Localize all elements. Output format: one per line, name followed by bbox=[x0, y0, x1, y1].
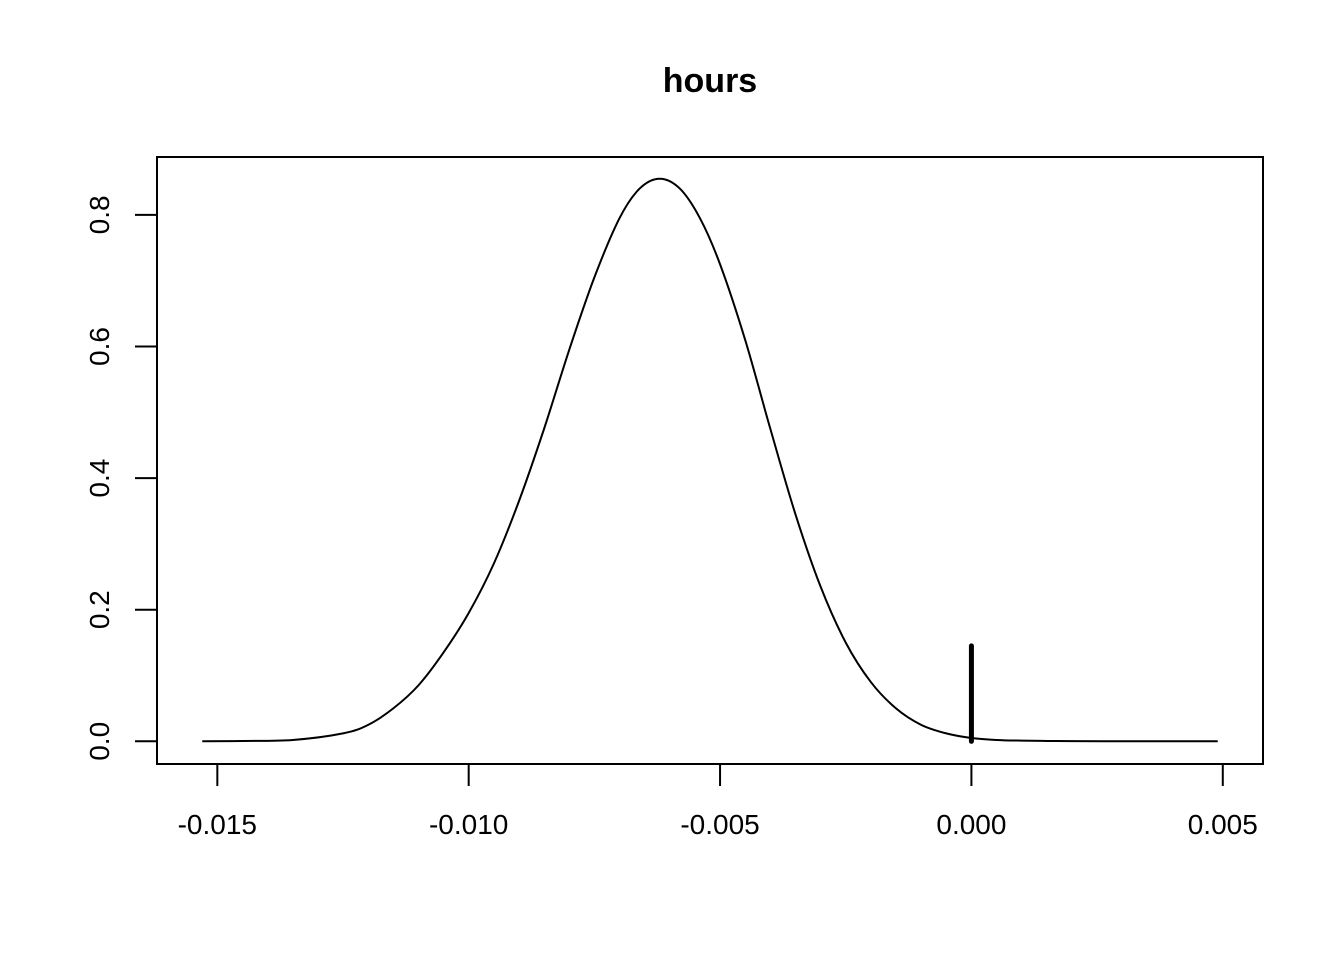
x-tick-label: -0.005 bbox=[680, 809, 759, 840]
x-tick-label: -0.010 bbox=[429, 809, 508, 840]
x-tick-label: 0.000 bbox=[936, 809, 1006, 840]
x-axis-ticks: -0.015 -0.010 -0.005 0.000 0.005 bbox=[178, 764, 1258, 840]
density-curve bbox=[202, 177, 1218, 743]
y-tick-label: 0.4 bbox=[84, 459, 115, 498]
y-tick-label: 0.0 bbox=[84, 722, 115, 761]
chart-title: hours bbox=[663, 62, 757, 100]
y-tick-label: 0.2 bbox=[84, 590, 115, 629]
y-axis-ticks: 0.0 0.2 0.4 0.6 0.8 bbox=[84, 195, 157, 761]
plot-frame bbox=[156, 156, 1264, 765]
x-tick-label: 0.005 bbox=[1188, 809, 1258, 840]
x-tick-label: -0.015 bbox=[178, 809, 257, 840]
y-tick-label: 0.6 bbox=[84, 327, 115, 366]
y-tick-label: 0.8 bbox=[84, 195, 115, 234]
